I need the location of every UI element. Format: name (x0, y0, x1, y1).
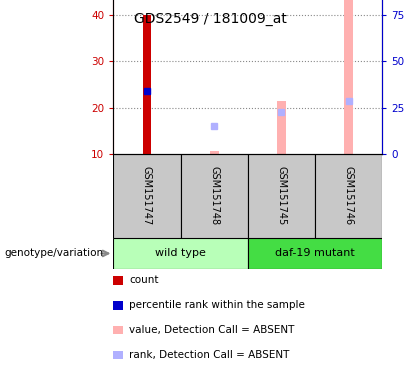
Bar (315, 154, 382, 238)
Text: percentile rank within the sample: percentile rank within the sample (129, 300, 305, 310)
Text: wild type: wild type (155, 248, 206, 258)
Text: value, Detection Call = ABSENT: value, Detection Call = ABSENT (129, 325, 294, 335)
Bar (181, 154, 248, 238)
Text: genotype/variation: genotype/variation (4, 248, 103, 258)
Bar (277, 101, 286, 154)
Text: GSM151747: GSM151747 (142, 166, 152, 225)
Bar (143, 15, 151, 154)
Text: GDS2549 / 181009_at: GDS2549 / 181009_at (134, 12, 286, 25)
Bar (248, 154, 315, 238)
Text: count: count (129, 275, 158, 285)
Bar (344, 0, 353, 154)
Text: GSM151748: GSM151748 (209, 166, 219, 225)
Text: GSM151746: GSM151746 (344, 166, 354, 225)
Text: daf-19 mutant: daf-19 mutant (275, 248, 355, 258)
Bar (210, 151, 218, 154)
Bar (248, 238, 382, 269)
Text: rank, Detection Call = ABSENT: rank, Detection Call = ABSENT (129, 350, 289, 360)
Bar (113, 238, 248, 269)
Bar (113, 154, 181, 238)
Text: GSM151745: GSM151745 (276, 166, 286, 225)
